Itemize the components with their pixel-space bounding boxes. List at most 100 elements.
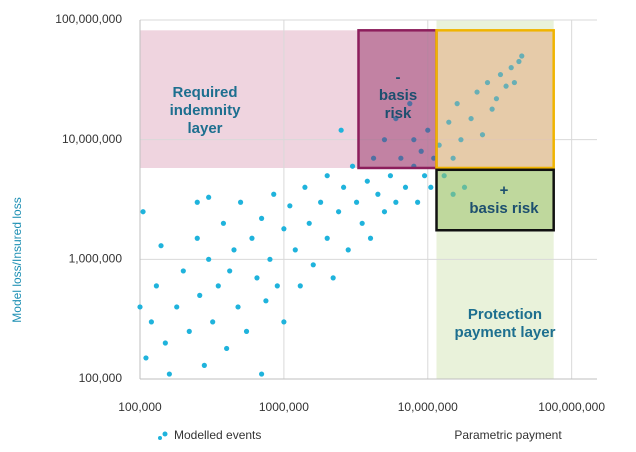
point: [166, 371, 172, 377]
point: [249, 235, 255, 241]
point: [353, 199, 360, 205]
x-tick-label: 100,000: [118, 400, 162, 414]
region-label: risk: [385, 105, 412, 122]
point: [387, 173, 394, 179]
point: [162, 340, 168, 346]
region-label: Protection: [468, 306, 542, 323]
point: [158, 243, 164, 249]
point: [381, 209, 388, 215]
point: [381, 137, 388, 143]
point: [489, 106, 495, 112]
point: [375, 191, 381, 197]
point: [493, 96, 500, 102]
point: [235, 304, 241, 310]
point: [224, 345, 230, 352]
point: [324, 173, 330, 179]
legend-marker: [162, 431, 168, 437]
x-tick-label: 10,000,000: [398, 400, 458, 414]
point: [215, 283, 221, 289]
point: [206, 256, 212, 262]
point: [364, 178, 370, 184]
point: [393, 199, 399, 205]
point: [340, 184, 347, 190]
point: [511, 79, 518, 86]
point: [508, 65, 514, 71]
point: [201, 362, 207, 368]
point: [468, 115, 474, 122]
point: [359, 220, 365, 226]
point: [180, 268, 186, 274]
point: [497, 71, 504, 78]
point: [287, 203, 293, 209]
point: [306, 220, 312, 226]
region-label: -: [396, 69, 401, 86]
point: [345, 247, 351, 253]
point: [338, 127, 344, 133]
legend-label: Modelled events: [174, 428, 261, 442]
point: [210, 319, 216, 325]
point: [206, 194, 212, 200]
y-tick-label: 10,000,000: [62, 132, 122, 146]
y-tick-label: 1,000,000: [69, 252, 123, 266]
point: [446, 119, 452, 125]
point: [479, 132, 486, 138]
point: [292, 247, 298, 253]
point: [516, 58, 522, 65]
point: [197, 292, 203, 298]
point: [137, 304, 143, 310]
point: [454, 101, 460, 107]
point: [254, 275, 260, 281]
region-label: payment layer: [455, 324, 556, 341]
point: [335, 209, 342, 215]
point: [258, 371, 265, 377]
point: [143, 355, 149, 361]
region-label: layer: [187, 120, 222, 137]
point: [302, 184, 308, 190]
point: [407, 101, 413, 107]
point: [474, 89, 480, 95]
point: [186, 328, 192, 334]
point: [237, 199, 244, 205]
point: [330, 275, 336, 281]
overlap-box: [435, 29, 555, 170]
point: [281, 226, 287, 232]
point: [458, 137, 464, 143]
point: [194, 235, 200, 241]
legend-marker: [158, 436, 162, 440]
point: [418, 148, 424, 154]
point: [148, 319, 154, 325]
region-label: +: [500, 182, 509, 199]
x-tick-label: 1000,000: [259, 400, 309, 414]
point: [274, 283, 280, 289]
point: [450, 155, 456, 161]
point: [174, 304, 180, 310]
y-tick-label: 100,000: [79, 371, 123, 385]
point: [402, 184, 409, 190]
region-label: basis: [379, 87, 417, 104]
point: [153, 283, 159, 289]
point: [281, 319, 287, 325]
point: [370, 155, 377, 161]
point: [503, 83, 509, 89]
region-label: basis risk: [469, 200, 539, 217]
point: [411, 137, 417, 143]
point: [393, 115, 399, 122]
point: [519, 53, 525, 59]
point: [263, 298, 269, 304]
point: [415, 199, 421, 205]
point: [220, 220, 227, 226]
point: [425, 127, 431, 133]
x-tick-label: 100,000,000: [538, 400, 605, 414]
point: [310, 262, 316, 268]
point: [436, 142, 442, 148]
region-label: Required: [172, 84, 237, 101]
point: [324, 235, 330, 241]
point: [194, 199, 200, 205]
positive-basis-risk-box: [435, 168, 555, 232]
point: [421, 173, 428, 179]
point: [349, 163, 356, 169]
negative-basis-risk-box: [357, 29, 438, 170]
region-label: indemnity: [170, 102, 241, 119]
point: [243, 328, 250, 334]
